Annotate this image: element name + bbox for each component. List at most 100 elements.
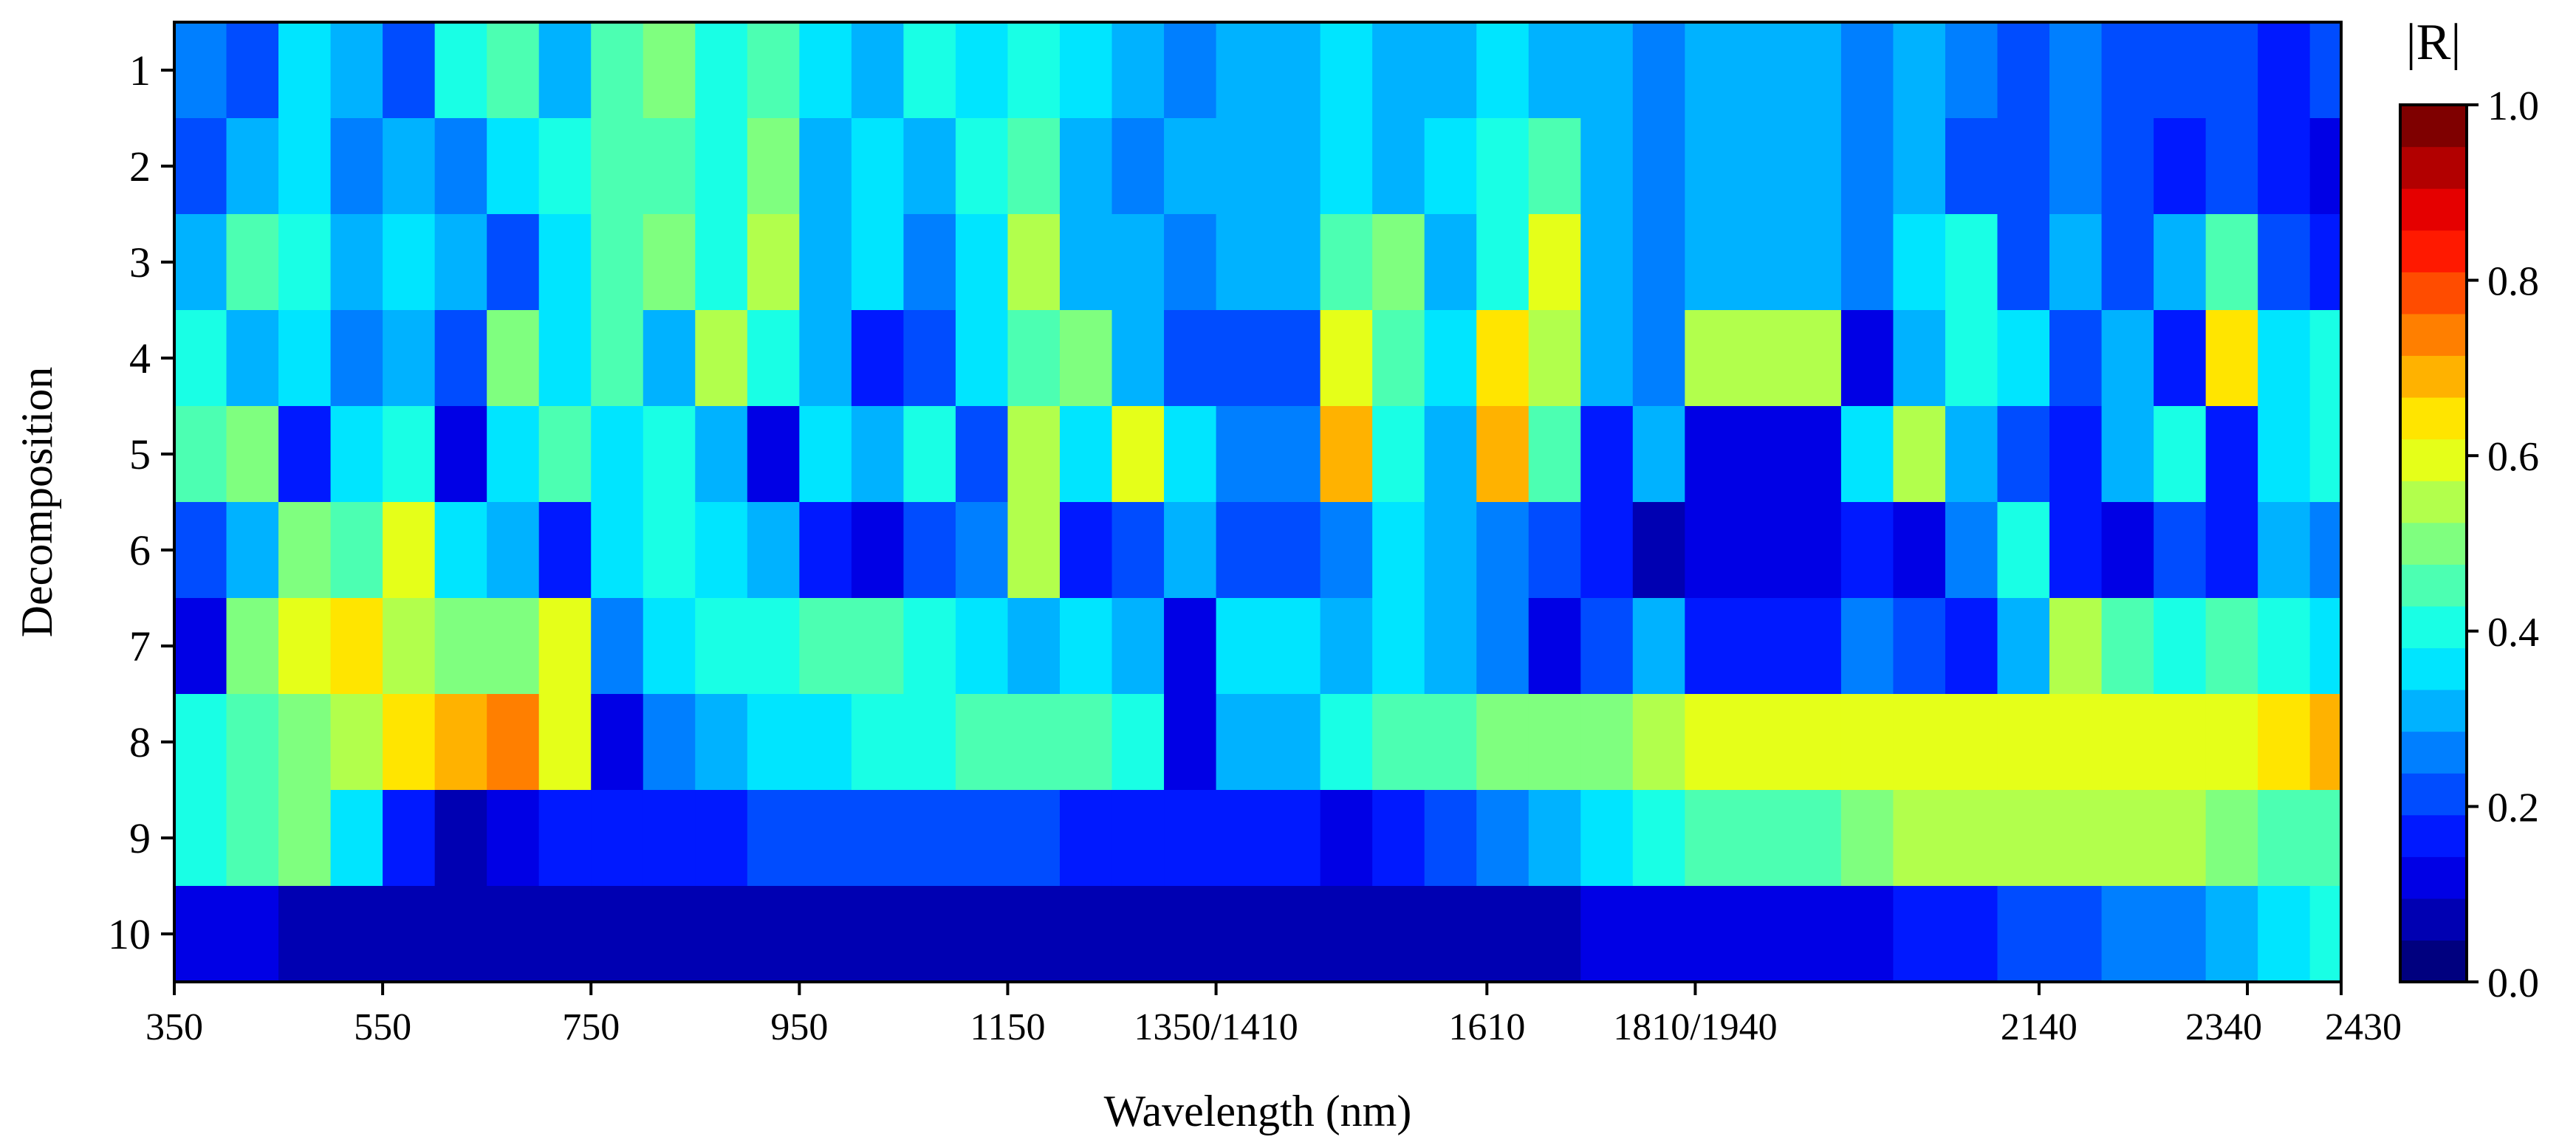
heatmap-cell xyxy=(1997,310,2050,407)
heatmap-cell xyxy=(1320,598,1373,695)
heatmap-cell xyxy=(2309,598,2342,695)
heatmap-cell xyxy=(1632,790,1685,887)
colorbar-tick-label: 0.6 xyxy=(2487,434,2539,480)
heatmap-cell xyxy=(2101,886,2154,983)
heatmap-cell xyxy=(226,886,279,983)
heatmap-cell xyxy=(2258,694,2311,791)
heatmap-cell xyxy=(383,886,436,983)
heatmap-cell xyxy=(1059,214,1113,311)
heatmap-cell xyxy=(695,310,748,407)
heatmap-cell xyxy=(174,406,227,503)
heatmap-cell xyxy=(538,118,592,215)
x-axis-label: Wavelength (nm) xyxy=(1104,1087,1412,1135)
heatmap-cell xyxy=(1580,790,1634,887)
heatmap-cell xyxy=(383,694,436,791)
heatmap-cell xyxy=(1111,310,1165,407)
heatmap-cell xyxy=(383,310,436,407)
heatmap-cell xyxy=(903,118,956,215)
heatmap-cell xyxy=(1424,694,1477,791)
heatmap-cell xyxy=(1893,310,1946,407)
heatmap-cell xyxy=(2049,22,2103,119)
x-tick-label: 550 xyxy=(354,1006,411,1048)
heatmap-cell xyxy=(799,406,852,503)
heatmap-cell xyxy=(1476,790,1530,887)
heatmap-cell xyxy=(1580,118,1634,215)
heatmap-cell xyxy=(1528,598,1581,695)
heatmap-cell xyxy=(1997,118,2050,215)
heatmap-cell xyxy=(174,502,227,599)
heatmap-cell xyxy=(383,406,436,503)
colorbar-segment xyxy=(2400,397,2467,440)
heatmap-cell xyxy=(1893,886,1946,983)
heatmap-cell xyxy=(2101,502,2154,599)
heatmap-cell xyxy=(383,790,436,887)
heatmap-cell xyxy=(2154,118,2207,215)
heatmap-cell xyxy=(643,406,696,503)
heatmap-cell xyxy=(1632,310,1685,407)
heatmap-cell xyxy=(799,214,852,311)
heatmap-cell xyxy=(1528,22,1581,119)
heatmap-cell xyxy=(1685,694,1842,791)
heatmap-cell xyxy=(1372,886,1425,983)
heatmap-cell xyxy=(2049,118,2103,215)
heatmap-cell xyxy=(2049,598,2103,695)
heatmap-cell xyxy=(2205,118,2258,215)
heatmap-cell xyxy=(591,406,644,503)
y-tick-label: 2 xyxy=(129,142,151,190)
heatmap-cell xyxy=(1528,694,1581,791)
heatmap-cell xyxy=(2309,790,2342,887)
heatmap-cell xyxy=(2258,790,2311,887)
heatmap-cell xyxy=(799,502,852,599)
heatmap-cell xyxy=(903,694,956,791)
heatmap-cell xyxy=(591,214,644,311)
heatmap-cell xyxy=(1164,886,1217,983)
heatmap-cell xyxy=(174,310,227,407)
heatmap-cell xyxy=(1216,22,1321,119)
heatmap-cell xyxy=(1059,694,1113,791)
heatmap-cell xyxy=(538,886,592,983)
heatmap-cell xyxy=(1216,310,1321,407)
heatmap-cell xyxy=(1111,694,1165,791)
x-tick-label: 1810/1940 xyxy=(1613,1006,1777,1048)
heatmap-cell xyxy=(1840,214,1894,311)
heatmap-cell xyxy=(383,22,436,119)
heatmap-cell xyxy=(330,790,383,887)
heatmap-cell xyxy=(226,22,279,119)
heatmap-cell xyxy=(1424,310,1477,407)
heatmap-cell xyxy=(278,598,332,695)
heatmap-cell xyxy=(2154,502,2207,599)
y-tick-label: 7 xyxy=(129,622,151,670)
heatmap-cells xyxy=(174,22,2342,983)
heatmap-cell xyxy=(1372,406,1425,503)
heatmap-cell xyxy=(1320,694,1373,791)
heatmap-cell xyxy=(330,502,383,599)
heatmap-cell xyxy=(1840,406,1894,503)
heatmap-cell xyxy=(851,694,905,791)
heatmap-cell xyxy=(747,502,800,599)
heatmap-cell xyxy=(695,598,748,695)
y-tick-label: 9 xyxy=(129,814,151,862)
heatmap-cell xyxy=(1632,118,1685,215)
heatmap-cell xyxy=(1007,502,1061,599)
heatmap-cell xyxy=(1164,790,1217,887)
heatmap-cell xyxy=(591,22,644,119)
heatmap-cell xyxy=(591,694,644,791)
x-tick-label: 1350/1410 xyxy=(1134,1006,1298,1048)
y-tick-label: 1 xyxy=(129,47,151,94)
x-tick-label: 950 xyxy=(770,1006,828,1048)
heatmap-cell xyxy=(226,502,279,599)
heatmap-cell xyxy=(643,694,696,791)
heatmap-cell xyxy=(1632,406,1685,503)
heatmap-cell xyxy=(1997,406,2050,503)
heatmap-cell xyxy=(643,502,696,599)
heatmap-cell xyxy=(2101,214,2154,311)
heatmap-cell xyxy=(955,886,1009,983)
heatmap-cell xyxy=(538,406,592,503)
y-axis-label: Decomposition xyxy=(13,367,61,638)
heatmap-cell xyxy=(2205,310,2258,407)
heatmap-cell xyxy=(330,310,383,407)
heatmap-cell xyxy=(955,598,1009,695)
heatmap-cell xyxy=(591,502,644,599)
heatmap-cell xyxy=(955,22,1009,119)
heatmap-cell xyxy=(1997,694,2050,791)
